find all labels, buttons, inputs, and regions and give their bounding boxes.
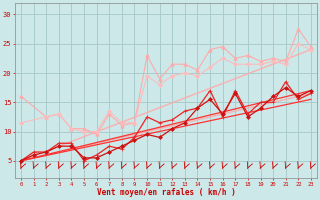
X-axis label: Vent moyen/en rafales ( km/h ): Vent moyen/en rafales ( km/h ) — [97, 188, 236, 197]
